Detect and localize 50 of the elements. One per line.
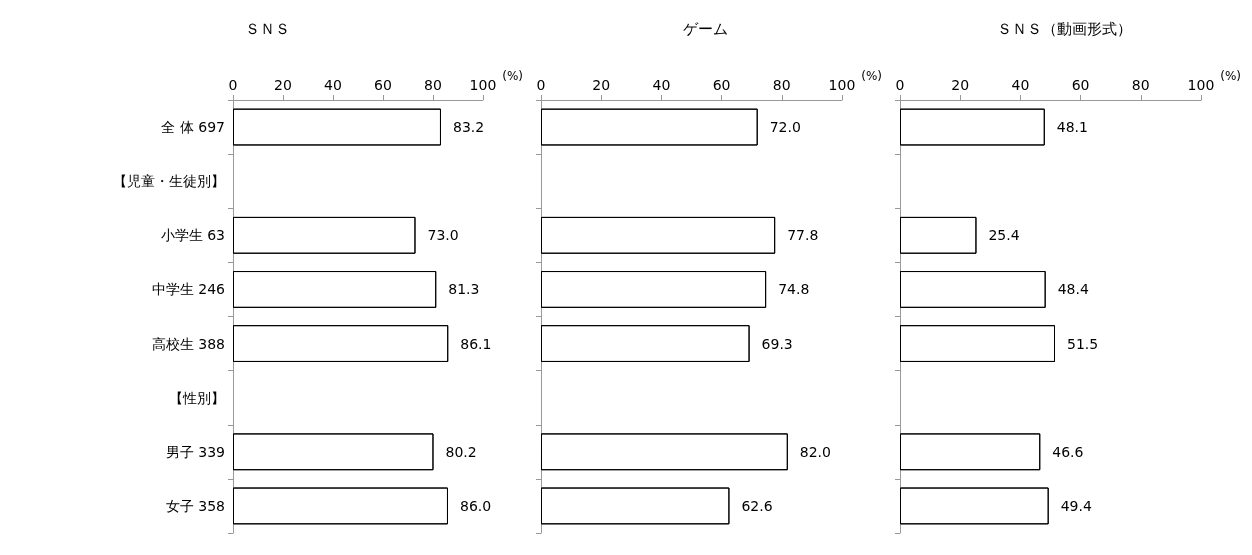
data-label: 49.4 [1060,497,1092,514]
y-tick-label: 中学生 246 [151,281,226,298]
x-tick-label: 100 [469,77,497,93]
data-label: 77.8 [787,227,819,244]
data-label: 82.0 [799,443,831,460]
x-tick-label: 60 [374,77,392,93]
data-label: 86.1 [460,335,492,352]
x-tick-label: 40 [324,77,342,93]
data-label: 72.0 [769,119,801,136]
data-label: 83.2 [452,119,485,136]
y-tick-label: 高校生 388 [151,335,225,352]
data-label: 81.3 [448,281,480,298]
x-tick-label: 80 [1131,77,1150,93]
x-tick-label: 80 [424,77,442,93]
data-label: 48.4 [1057,281,1089,298]
chart-title: ゲーム [683,19,728,38]
x-tick-label: 0 [895,77,905,93]
y-tick-label: 男子 339 [165,443,225,460]
chart-title: ＳＮＳ [244,19,290,38]
x-tick-label: 100 [1187,77,1215,93]
data-label: 80.2 [445,443,477,460]
x-tick-label: 0 [536,77,546,93]
x-tick-label: 0 [228,77,238,93]
x-tick-label: 100 [828,77,856,93]
x-tick-label: 80 [772,77,791,93]
data-label: 46.6 [1052,443,1084,460]
x-tick-label: 20 [951,77,970,93]
x-tick-label: 60 [712,77,731,93]
x-axis-title: (%) [1220,69,1241,83]
y-tick-label: 女子 358 [165,497,225,514]
data-label: 74.8 [778,281,810,298]
x-tick-label: 20 [592,77,611,93]
x-tick-label: 60 [1071,77,1090,93]
x-tick-label: 40 [1011,77,1030,93]
data-label: 69.3 [761,335,793,352]
y-tick-label: 全 体 697 [161,119,225,136]
x-tick-label: 20 [274,77,292,93]
y-tick-label: 【児童・生徒別】 [113,173,225,190]
x-tick-label: 40 [652,77,671,93]
data-label: 86.0 [459,497,492,514]
y-tick-label: 【性別】 [169,389,225,406]
y-tick-label: 小学生 63 [160,227,225,244]
chart-title: ＳＮＳ（動画形式） [997,19,1132,38]
x-axis-title: (%) [861,69,882,83]
data-label: 48.1 [1056,119,1088,136]
data-label: 62.6 [741,497,773,514]
data-label: 25.4 [988,227,1020,244]
data-label: 51.5 [1067,335,1099,352]
x-axis-title: (%) [502,69,523,83]
data-label: 73.0 [427,227,459,244]
